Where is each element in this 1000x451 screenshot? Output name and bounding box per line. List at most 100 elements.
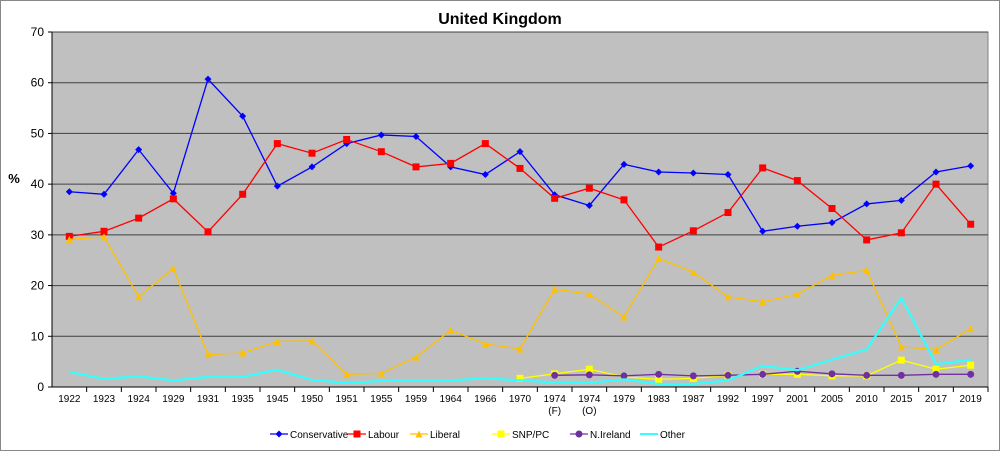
data-point bbox=[481, 171, 489, 179]
data-point bbox=[897, 343, 905, 351]
data-point bbox=[620, 313, 628, 321]
legend-item: SNP/PC bbox=[492, 430, 549, 441]
x-tick-label: 1987 bbox=[682, 394, 705, 405]
data-point bbox=[204, 351, 212, 359]
data-point bbox=[932, 180, 940, 188]
legend-item: Other bbox=[640, 430, 686, 441]
data-point bbox=[65, 188, 73, 196]
data-point bbox=[863, 236, 871, 244]
data-point bbox=[273, 182, 281, 190]
data-point bbox=[412, 132, 420, 140]
data-point bbox=[516, 148, 524, 156]
x-tick-label: 1955 bbox=[370, 394, 393, 405]
data-point bbox=[793, 290, 801, 298]
legend-marker bbox=[575, 430, 583, 438]
y-tick-label: 20 bbox=[31, 279, 45, 293]
legend-label: Labour bbox=[368, 430, 400, 441]
data-point bbox=[724, 293, 732, 301]
data-point bbox=[551, 371, 559, 379]
x-tick-label: 2019 bbox=[960, 394, 983, 405]
data-point bbox=[585, 365, 593, 373]
x-tick-label: 1929 bbox=[162, 394, 185, 405]
data-point bbox=[447, 326, 455, 334]
x-tick-label: 1997 bbox=[752, 394, 775, 405]
data-point bbox=[655, 370, 663, 378]
legend-marker bbox=[415, 430, 423, 438]
y-tick-label: 30 bbox=[31, 228, 45, 242]
data-point bbox=[759, 227, 767, 235]
data-point bbox=[967, 162, 975, 170]
data-point bbox=[655, 254, 663, 262]
data-point bbox=[655, 168, 663, 176]
data-point bbox=[967, 361, 975, 369]
data-point bbox=[100, 190, 108, 198]
x-tick-label: 1924 bbox=[128, 394, 151, 405]
x-tick-label: 1951 bbox=[336, 394, 359, 405]
x-tick-label: 1970 bbox=[509, 394, 532, 405]
x-tick-label: 1945 bbox=[266, 394, 289, 405]
x-tick-label: 1979 bbox=[613, 394, 636, 405]
data-point bbox=[655, 243, 663, 251]
data-point bbox=[239, 112, 247, 120]
data-point bbox=[828, 204, 836, 212]
data-point bbox=[724, 209, 732, 217]
x-tick-label: 1923 bbox=[93, 394, 116, 405]
x-tick-label: 1974 (F) bbox=[544, 394, 567, 417]
series-liberal bbox=[65, 233, 975, 378]
x-tick-label: 2010 bbox=[856, 394, 879, 405]
data-point bbox=[585, 371, 593, 379]
legend-marker bbox=[275, 430, 283, 438]
data-point bbox=[828, 370, 836, 378]
y-axis-label: % bbox=[8, 171, 20, 186]
data-point bbox=[377, 131, 385, 139]
x-tick-label: 2001 bbox=[786, 394, 809, 405]
y-tick-label: 70 bbox=[31, 25, 45, 39]
legend-item: Liberal bbox=[410, 430, 460, 441]
series-line bbox=[69, 295, 971, 386]
x-tick-label: 1959 bbox=[405, 394, 428, 405]
data-point bbox=[412, 353, 420, 361]
data-point bbox=[689, 268, 697, 276]
data-point bbox=[516, 345, 524, 353]
legend-item: Labour bbox=[348, 430, 400, 441]
data-point bbox=[204, 75, 212, 83]
data-point bbox=[169, 189, 177, 197]
data-point bbox=[897, 371, 905, 379]
legend-marker bbox=[497, 430, 505, 438]
x-tick-label: 1992 bbox=[717, 394, 740, 405]
data-point bbox=[308, 337, 316, 345]
data-point bbox=[897, 229, 905, 237]
data-point bbox=[273, 337, 281, 345]
legend-item: N.Ireland bbox=[570, 430, 631, 441]
data-point bbox=[793, 222, 801, 230]
x-tick-label: 2015 bbox=[890, 394, 913, 405]
data-point bbox=[828, 271, 836, 279]
y-tick-label: 40 bbox=[31, 177, 45, 191]
data-point bbox=[967, 325, 975, 333]
data-point bbox=[620, 372, 628, 380]
data-point bbox=[412, 163, 420, 171]
chart-title: United Kingdom bbox=[438, 11, 562, 28]
data-point bbox=[585, 184, 593, 192]
x-tick-label: 1974 (O) bbox=[578, 394, 601, 417]
data-point bbox=[759, 298, 767, 306]
legend-item: Conservative bbox=[270, 430, 349, 441]
data-point bbox=[516, 164, 524, 172]
data-point bbox=[724, 371, 732, 379]
x-tick-label: 2005 bbox=[821, 394, 844, 405]
data-point bbox=[447, 159, 455, 167]
data-point bbox=[932, 345, 940, 353]
data-point bbox=[135, 214, 143, 222]
data-point bbox=[481, 340, 489, 348]
data-point bbox=[689, 169, 697, 177]
data-point bbox=[135, 293, 143, 301]
x-tick-label: 2017 bbox=[925, 394, 948, 405]
data-point bbox=[759, 164, 767, 172]
data-point bbox=[759, 370, 767, 378]
data-point bbox=[169, 195, 177, 203]
data-point bbox=[239, 349, 247, 357]
data-point bbox=[863, 266, 871, 274]
data-point bbox=[828, 219, 836, 227]
data-point bbox=[551, 194, 559, 202]
